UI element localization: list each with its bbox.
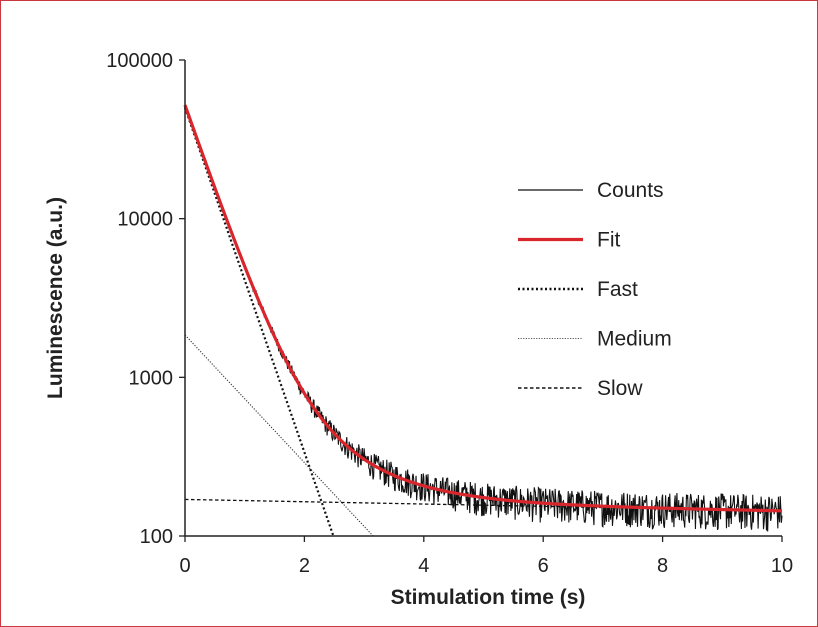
counts-series-line bbox=[184, 104, 783, 532]
legend-medium-label: Medium bbox=[597, 328, 672, 351]
y-tick-label: 1000 bbox=[129, 367, 174, 389]
fit-series-line bbox=[183, 104, 783, 513]
x-axis-title: Stimulation time (s) bbox=[391, 586, 586, 609]
x-ticks: 0 2 4 6 8 10 bbox=[179, 536, 793, 577]
x-tick-label: 0 bbox=[179, 555, 190, 577]
medium-component-line bbox=[184, 334, 374, 537]
x-tick-label: 6 bbox=[538, 555, 549, 577]
x-tick-label: 10 bbox=[771, 555, 793, 577]
fast-component-line bbox=[183, 107, 335, 537]
legend: Counts Fit Fast Medium Slow bbox=[518, 179, 672, 400]
axes bbox=[184, 60, 782, 537]
legend-fit-label: Fit bbox=[597, 229, 620, 252]
y-axis-title: Luminescence (a.u.) bbox=[44, 197, 67, 399]
x-tick-label: 2 bbox=[299, 555, 310, 577]
y-tick-label: 10000 bbox=[117, 209, 173, 231]
legend-counts-label: Counts bbox=[597, 179, 664, 202]
legend-fast-label: Fast bbox=[597, 278, 638, 301]
plot-area bbox=[183, 104, 783, 537]
y-tick-label: 100 bbox=[140, 526, 173, 548]
x-tick-label: 4 bbox=[418, 555, 429, 577]
y-ticks: 100 1000 10000 100000 bbox=[106, 50, 185, 548]
legend-slow-label: Slow bbox=[597, 377, 643, 400]
y-tick-label: 100000 bbox=[106, 50, 173, 72]
x-tick-label: 8 bbox=[657, 555, 668, 577]
